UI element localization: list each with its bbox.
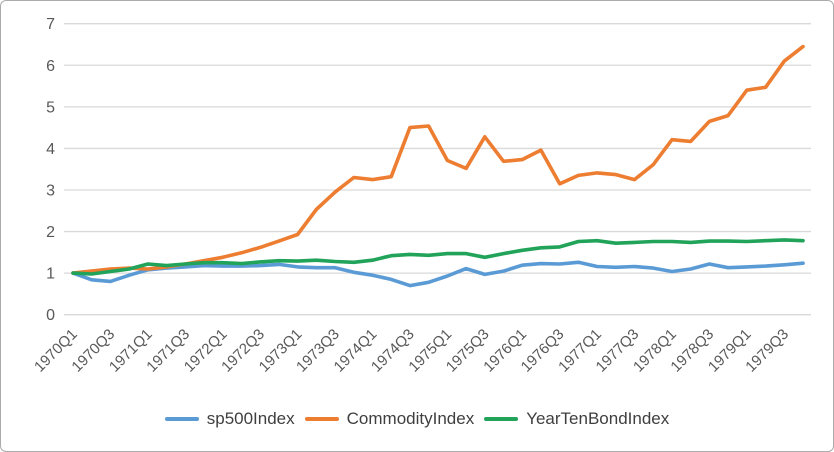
legend-item-commodityindex[interactable]: CommodityIndex [304,409,475,429]
YearTenBondIndex-line [71,238,805,276]
y-tick-label-7: 7 [46,16,55,33]
yeartenbondindex-line-swatch-icon [484,416,519,422]
sp500Index-line [71,260,805,288]
legend-label-commodityindex: CommodityIndex [346,409,475,428]
y-tick-label-6: 6 [46,58,55,75]
y-tick-label-0: 0 [46,307,55,324]
legend-label-yeartenbondindex: YearTenBondIndex [526,409,670,428]
legend-item-sp500index[interactable]: sp500Index [164,409,295,429]
sp500index-line-swatch-icon [164,416,199,422]
legend-label-sp500index: sp500Index [206,409,295,428]
y-tick-label-1: 1 [46,266,55,283]
y-tick-label-5: 5 [46,99,55,116]
y-tick-label-3: 3 [46,182,55,199]
chart-legend: sp500Index CommodityIndex YearTenBondInd… [1,409,833,429]
y-tick-label-2: 2 [46,224,55,241]
commodityindex-line-swatch-icon [304,416,339,422]
y-tick-label-4: 4 [46,141,55,158]
CommodityIndex-line [71,44,805,275]
legend-item-yeartenbondindex[interactable]: YearTenBondIndex [484,409,669,429]
line-chart-plot-area: 012345671970Q11970Q31971Q11971Q31972Q119… [31,16,811,376]
